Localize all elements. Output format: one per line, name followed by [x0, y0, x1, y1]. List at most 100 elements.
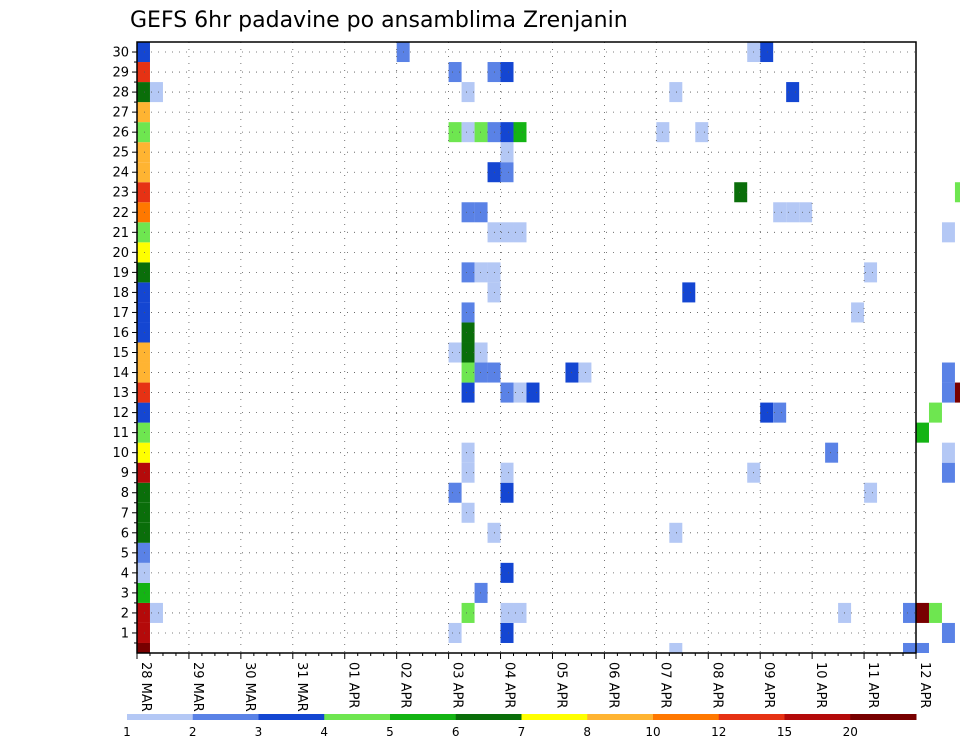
colorbar-swatch: [850, 714, 917, 720]
colorbar-label: 6: [452, 725, 460, 739]
heatmap-cell: [513, 602, 527, 623]
heatmap-cell: [137, 442, 150, 463]
heatmap-cell: [448, 342, 462, 363]
heatmap-cell: [851, 302, 865, 323]
colorbar-swatch: [324, 714, 391, 720]
heatmap-cell: [448, 62, 462, 83]
y-tick-label: 17: [112, 306, 129, 321]
heatmap-cell: [669, 82, 683, 103]
heatmap-cell: [137, 302, 150, 323]
heatmap-cell: [137, 182, 150, 203]
heatmap-cell: [137, 322, 150, 343]
heatmap-cell: [137, 202, 150, 223]
colorbar-swatch: [258, 714, 325, 720]
heatmap-cell: [941, 622, 955, 643]
colorbar-swatch: [653, 714, 720, 720]
heatmap-cell: [941, 222, 955, 243]
heatmap-cell: [941, 462, 955, 483]
y-tick-label: 18: [112, 286, 129, 301]
heatmap-cell: [461, 82, 475, 103]
y-tick-label: 22: [112, 206, 129, 221]
y-tick-label: 29: [112, 66, 129, 81]
heatmap-cell: [137, 582, 150, 603]
colorbar-swatch: [521, 714, 588, 720]
y-tick-label: 21: [112, 226, 129, 241]
y-tick-label: 2: [121, 606, 129, 621]
heatmap-cell: [773, 202, 787, 223]
y-tick-label: 13: [112, 386, 129, 401]
heatmap-cell: [137, 422, 150, 443]
y-tick-label: 11: [112, 426, 129, 441]
y-tick-label: 25: [112, 146, 129, 161]
colorbar-label: 3: [255, 725, 263, 739]
colorbar: 1 2 3 4 5 6 7 8 10 12 15 20: [123, 714, 917, 739]
heatmap-cell: [137, 542, 150, 563]
heatmap-cell: [137, 502, 150, 523]
heatmap-cell: [941, 382, 955, 403]
y-tick-label: 5: [121, 546, 129, 561]
heatmap-cell: [461, 462, 475, 483]
x-tick-label: 09 APR: [761, 662, 776, 708]
heatmap-cell: [149, 602, 163, 623]
heatmap-cell: [578, 362, 592, 383]
heatmap-cell: [474, 122, 488, 143]
heatmap-cell: [786, 82, 800, 103]
y-tick-label: 9: [121, 466, 129, 481]
colorbar-label: 5: [386, 725, 394, 739]
heatmap-cell: [474, 582, 488, 603]
x-tick-label: 12 APR: [917, 662, 932, 708]
x-tick-label: 05 APR: [553, 662, 568, 708]
heatmap-cell: [682, 282, 696, 303]
x-tick-label: 29 MAR: [190, 662, 205, 712]
heatmap-cell: [500, 622, 514, 643]
colorbar-swatch: [192, 714, 259, 720]
heatmap-cell: [137, 42, 150, 63]
heatmap-cell: [137, 122, 150, 143]
colorbar-swatch: [390, 714, 457, 720]
colorbar-label: 2: [189, 725, 197, 739]
heatmap-cell: [500, 602, 514, 623]
colorbar-swatch: [127, 714, 194, 720]
colorbar-label: 7: [518, 725, 526, 739]
y-tick-label: 4: [121, 566, 129, 581]
heatmap-cell: [526, 382, 540, 403]
heatmap-cell: [474, 202, 488, 223]
heatmap-cell: [760, 402, 774, 423]
heatmap-cell: [799, 202, 813, 223]
heatmap-cell: [137, 242, 150, 263]
y-tick-label: 28: [112, 86, 129, 101]
x-tick-label: 01 APR: [346, 662, 361, 708]
x-tick-label: 06 APR: [605, 662, 620, 708]
heatmap-cell: [916, 602, 929, 623]
y-tick-label: 27: [112, 106, 129, 121]
y-tick-label: 6: [121, 526, 129, 541]
heatmap-cell: [137, 282, 150, 303]
heatmap-cell: [461, 122, 475, 143]
heatmap-cell: [500, 562, 514, 583]
colorbar-label: 20: [843, 725, 858, 739]
heatmap-cell: [461, 502, 475, 523]
heatmap-cell: [474, 362, 488, 383]
heatmap-cell: [500, 462, 514, 483]
x-tick-label: 02 APR: [398, 662, 413, 708]
heatmap-cell: [137, 362, 150, 383]
heatmap-cell: [137, 222, 150, 243]
colorbar-label: 8: [583, 725, 591, 739]
heatmap-cell: [137, 142, 150, 163]
x-tick-label: 11 APR: [865, 662, 880, 708]
x-tick-label: 03 APR: [450, 662, 465, 708]
heatmap-cell: [137, 402, 150, 423]
heatmap-cell: [760, 42, 774, 63]
heatmap-cell: [137, 102, 150, 123]
heatmap-cell: [149, 82, 163, 103]
heatmap-cell: [500, 122, 514, 143]
heatmap-cell: [669, 642, 683, 653]
heatmap-cell: [500, 482, 514, 503]
heatmap-cell: [954, 182, 960, 203]
colorbar-label: 1: [123, 725, 131, 739]
colorbar-swatch: [784, 714, 851, 720]
y-axis: 1234567891011121314151617181920212223242…: [112, 46, 137, 644]
heatmap-cell: [137, 342, 150, 363]
heatmap-cell: [928, 402, 942, 423]
